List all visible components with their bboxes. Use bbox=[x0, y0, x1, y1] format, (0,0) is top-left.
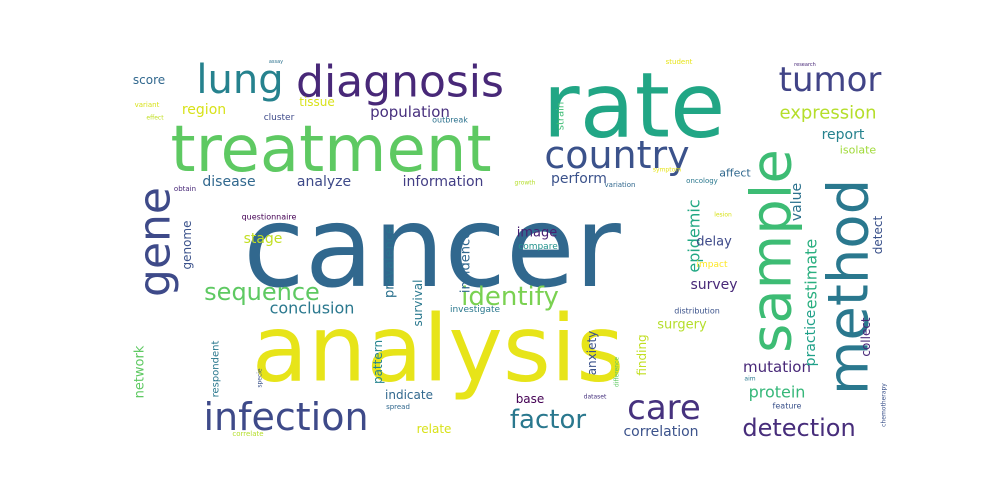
word-growth: growth bbox=[515, 180, 536, 187]
word-region: region bbox=[182, 102, 226, 118]
word-mutation: mutation bbox=[743, 358, 811, 376]
word-anxiety: anxiety bbox=[585, 331, 599, 376]
word-specie: specie bbox=[257, 368, 264, 388]
word-genome: genome bbox=[180, 220, 194, 269]
word-protein: protein bbox=[749, 383, 806, 402]
word-obtain: obtain bbox=[174, 185, 196, 193]
word-investigate: investigate bbox=[450, 305, 501, 315]
word-distribution: distribution bbox=[674, 307, 720, 316]
word-report: report bbox=[822, 127, 865, 143]
word-conclusion: conclusion bbox=[270, 299, 355, 318]
word-score: score bbox=[133, 73, 165, 87]
word-perform: perform bbox=[551, 171, 607, 187]
word-epidemic: epidemic bbox=[685, 199, 704, 272]
word-aim: aim bbox=[744, 376, 755, 383]
word-image: image bbox=[517, 226, 558, 241]
word-base: base bbox=[516, 392, 545, 406]
word-cluster: cluster bbox=[264, 113, 295, 123]
word-lesion: lesion bbox=[714, 212, 732, 219]
word-factor: factor bbox=[510, 405, 586, 435]
word-sequence: sequence bbox=[204, 278, 320, 306]
word-correlate: correlate bbox=[232, 430, 263, 438]
word-impact: impact bbox=[697, 260, 728, 270]
word-difference: difference bbox=[614, 357, 621, 387]
word-strain: strain bbox=[556, 102, 567, 131]
word-method: method bbox=[817, 179, 882, 395]
word-variation: variation bbox=[605, 181, 636, 189]
word-delay: delay bbox=[696, 235, 732, 250]
word-stage: stage bbox=[244, 231, 283, 247]
word-gene: gene bbox=[130, 187, 181, 297]
word-chemotherapy: chemotherapy bbox=[881, 383, 888, 427]
word-tumor: tumor bbox=[779, 60, 882, 100]
word-affect: affect bbox=[719, 167, 751, 180]
word-survival: survival bbox=[411, 279, 425, 326]
word-tissue: tissue bbox=[299, 95, 335, 109]
word-variant: variant bbox=[135, 101, 160, 109]
word-questionnaire: questionnaire bbox=[242, 213, 297, 222]
word-correlation: correlation bbox=[623, 424, 698, 440]
word-student: student bbox=[666, 58, 693, 66]
word-finding: finding bbox=[635, 334, 649, 375]
word-symptom: symptom bbox=[653, 167, 681, 174]
word-collect: collect bbox=[859, 317, 873, 357]
word-information: information bbox=[403, 174, 484, 190]
word-diagnosis: diagnosis bbox=[296, 57, 504, 108]
word-survey: survey bbox=[690, 277, 737, 293]
word-treatment: treatment bbox=[170, 113, 491, 187]
word-care: care bbox=[627, 388, 701, 428]
word-sample: sample bbox=[740, 149, 805, 353]
word-disease: disease bbox=[202, 174, 255, 190]
word-rate: rate bbox=[543, 54, 726, 159]
word-country: country bbox=[544, 133, 689, 177]
word-incidence: incidence bbox=[459, 231, 474, 293]
word-isolate: isolate bbox=[840, 144, 877, 157]
word-oncology: oncology bbox=[686, 177, 718, 185]
word-outbreak: outbreak bbox=[432, 116, 468, 125]
word-spread: spread bbox=[386, 403, 410, 411]
word-detection: detection bbox=[742, 414, 855, 442]
word-dataset: dataset bbox=[584, 394, 607, 401]
word-value: value bbox=[789, 183, 805, 221]
word-effect: effect bbox=[146, 115, 164, 122]
word-analyze: analyze bbox=[297, 174, 351, 190]
word-detect: detect bbox=[871, 216, 885, 255]
word-relate: relate bbox=[417, 422, 452, 436]
word-identify: identify bbox=[461, 282, 559, 312]
word-population: population bbox=[370, 103, 450, 121]
word-estimate: estimate bbox=[802, 239, 821, 309]
word-expression: expression bbox=[779, 103, 876, 124]
word-prevalence: prevalence bbox=[383, 226, 398, 298]
word-indicate: indicate bbox=[385, 388, 433, 402]
word-analysis: analysis bbox=[252, 296, 625, 403]
word-cancer: cancer bbox=[243, 183, 622, 313]
word-practice: practice bbox=[803, 310, 819, 367]
word-pattern: pattern bbox=[371, 340, 385, 384]
word-feature: feature bbox=[773, 402, 802, 411]
word-research: research bbox=[794, 62, 816, 68]
word-compare: compare bbox=[518, 242, 558, 252]
word-network: network bbox=[133, 345, 148, 398]
word-lung: lung bbox=[196, 57, 283, 103]
word-assay: assay bbox=[269, 59, 283, 65]
word-infection: infection bbox=[203, 395, 368, 439]
word-surgery: surgery bbox=[657, 318, 707, 333]
word-respondent: respondent bbox=[211, 341, 222, 398]
